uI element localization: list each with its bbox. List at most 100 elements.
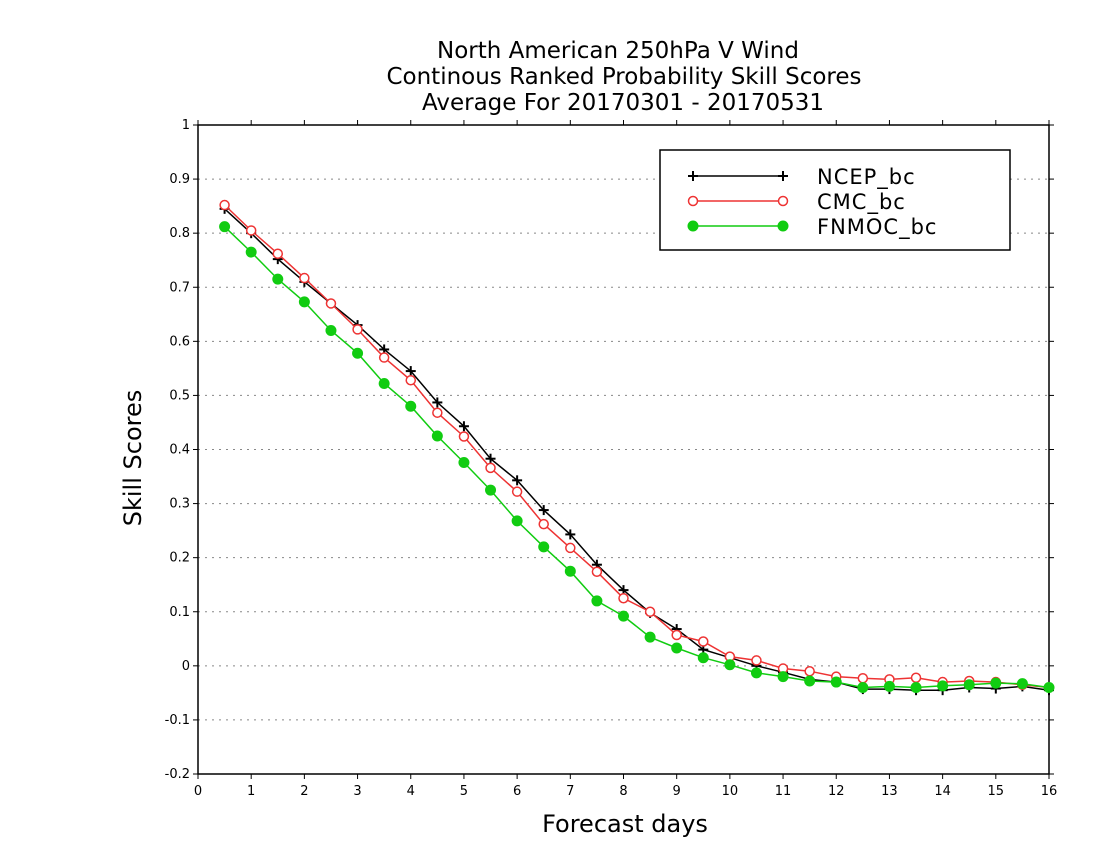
x-axis-label: Forecast days [542,810,708,838]
chart-title-line-3: Average For 20170301 - 20170531 [422,90,824,116]
data-point [698,636,709,647]
x-tick-label: 7 [566,784,574,799]
data-point [432,397,443,408]
data-point [671,642,683,654]
data-point [565,529,576,540]
legend-marker-right [777,220,789,232]
data-point [485,484,497,496]
data-point [352,324,363,335]
x-tick-label: 9 [673,784,681,799]
legend-marker-left [688,171,698,181]
data-point [405,366,416,377]
data-point [458,431,470,442]
x-tick-label: 11 [775,784,792,799]
data-point [458,456,470,468]
data-point [591,595,603,607]
legend-item: NCEP_bc [688,165,916,190]
series-line [224,204,1050,689]
data-point [298,296,310,308]
y-tick-label: 0.4 [169,443,190,458]
data-point [378,352,390,363]
chart-title: North American 250hPa V Wind Continous R… [386,38,861,116]
data-point [538,505,549,516]
data-point [485,453,496,464]
data-point [804,665,815,677]
axes: -0.2-0.100.10.20.30.40.50.60.70.80.910 1 2… [165,118,1058,799]
x-tick-label: 13 [881,784,898,799]
y-tick-label: 0 [182,659,190,674]
data-point [431,430,443,442]
y-tick-label: 0.6 [169,334,190,349]
data-point [299,272,310,284]
data-point [591,566,603,577]
legend-marker-right [778,171,788,181]
grid-lines [198,178,1049,721]
data-point [910,672,922,683]
y-tick-label: 0.2 [169,551,190,566]
y-tick-label: 0.5 [169,388,190,403]
x-tick-label: 14 [934,784,951,799]
y-tick-label: 1 [182,118,190,133]
data-point [857,681,869,693]
x-tick-label: 6 [513,784,521,799]
data-point [644,631,656,643]
series-line [224,226,1050,689]
data-point [432,407,443,418]
data-point [751,655,762,666]
legend-marker-left [687,220,699,232]
data-point [458,421,469,432]
data-point [697,652,709,664]
y-tick-label: 0.3 [169,497,190,512]
legend-label: NCEP_bc [817,165,916,190]
x-tick-label: 12 [828,784,845,799]
data-point [857,673,869,684]
x-tick-label: 2 [300,784,308,799]
data-point [245,225,257,236]
data-point [1016,678,1028,690]
x-tick-label: 0 [194,784,202,799]
y-tick-label: 0.9 [169,172,190,187]
legend-item: FNMOC_bc [687,215,936,240]
data-point [405,375,416,386]
y-tick-label: 0.8 [169,226,190,241]
x-tick-label: 5 [460,784,468,799]
chart-title-line-1: North American 250hPa V Wind [437,38,799,64]
series-group [219,199,1055,696]
data-point [724,659,736,671]
legend-item: CMC_bc [687,190,906,215]
data-point [512,475,523,486]
x-tick-label: 16 [1041,784,1058,799]
data-point [405,400,417,412]
data-point [937,680,949,692]
x-tick-label: 1 [247,784,255,799]
y-tick-label: 0.1 [169,605,190,620]
data-point [910,681,922,693]
data-point [883,680,895,692]
x-tick-label: 15 [988,784,1005,799]
legend-marker-left [687,195,699,207]
data-point [804,675,816,687]
legend-label: CMC_bc [817,190,906,215]
data-point [485,462,496,474]
data-point [990,677,1002,689]
data-point [618,610,629,622]
x-tick-label: 4 [407,784,415,799]
data-point [511,515,523,527]
data-point [1043,681,1055,693]
data-point [325,298,337,309]
data-point [564,565,576,577]
data-point [830,676,842,688]
data-point [671,629,682,641]
x-tick-label: 10 [722,784,739,799]
legend-box [659,149,1011,251]
data-point [219,199,230,211]
data-point [511,486,523,497]
data-point [219,221,231,233]
data-point [963,679,975,691]
data-point [538,541,550,553]
chart-title-line-2: Continous Ranked Probability Skill Score… [386,64,861,90]
data-point [245,246,257,258]
